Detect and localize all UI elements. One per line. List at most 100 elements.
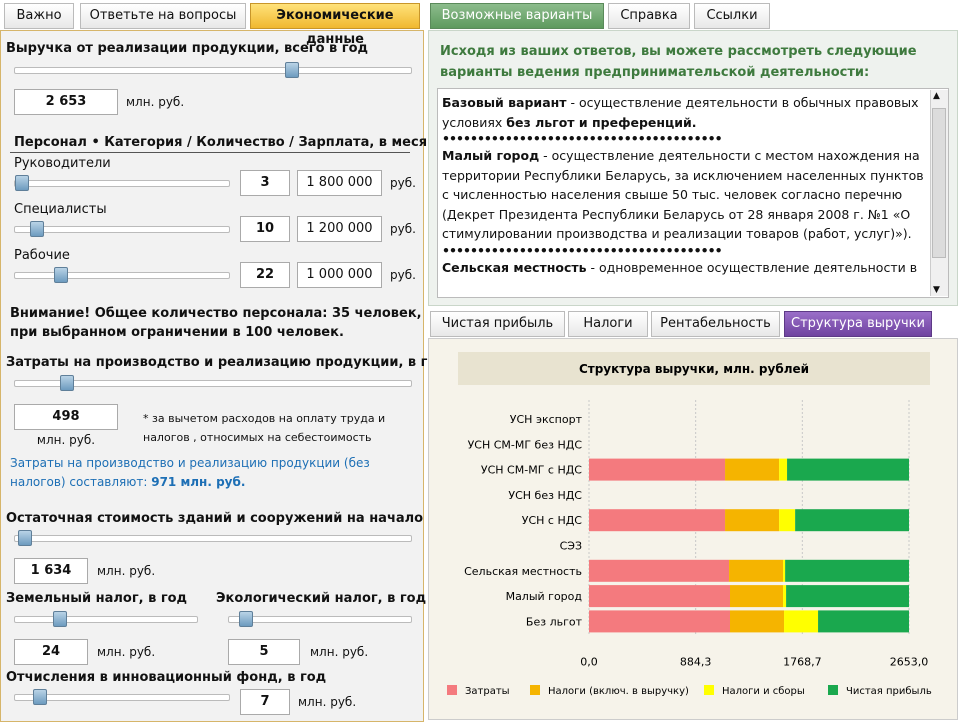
x-tick-label: 884,3: [680, 655, 712, 668]
unit: руб.: [390, 222, 416, 236]
input[interactable]: 5: [228, 639, 300, 665]
x-tick-label: 1768,7: [783, 655, 822, 668]
label: Рабочие: [14, 248, 70, 263]
unit: млн. руб.: [36, 433, 96, 447]
input[interactable]: 10: [240, 216, 290, 242]
intro: Исходя из ваших ответов, вы можете рассм…: [440, 44, 917, 80]
bold-text: Малый город: [442, 148, 540, 163]
slider[interactable]: [14, 689, 230, 705]
tab[interactable]: Экономические данные: [250, 3, 420, 47]
bar-segment: [785, 559, 909, 582]
separator: ••••••••••••••••••••••••••••••••••••••••: [442, 132, 723, 146]
unit: руб.: [390, 176, 416, 190]
slider[interactable]: [14, 611, 198, 627]
bar-segment: [589, 458, 726, 481]
paragraph: Базовый вариант - осуществление деятельн…: [442, 93, 928, 132]
tab[interactable]: Возможные варианты: [430, 3, 604, 29]
input[interactable]: 7: [240, 689, 290, 715]
tab[interactable]: Важно: [4, 3, 74, 29]
paragraph: Малый город - осуществление деятельности…: [442, 146, 928, 244]
label: Земельный налог, в год: [6, 591, 188, 606]
paragraph: Сельская местность - одновременное осуще…: [442, 258, 928, 278]
separator: ••••••••••••••••••••••••••••••••••••••••: [442, 243, 723, 258]
label: Экологический налог, в год: [216, 591, 427, 606]
summary-text: Затраты на производство и реализацию про…: [10, 456, 370, 489]
input[interactable]: 3: [240, 170, 290, 196]
bar-segment: [779, 458, 788, 481]
bar-segment: [589, 610, 731, 633]
unit: млн. руб.: [310, 645, 369, 659]
input[interactable]: 1 200 000: [297, 216, 382, 242]
tab[interactable]: Налоги: [568, 311, 648, 337]
bar-segment: [589, 585, 731, 608]
label: Выручка от реализации продукции, всего в…: [6, 41, 369, 56]
warning: при выбранном ограничении в 100 человек.: [10, 325, 344, 340]
variants-text: Базовый вариант - осуществление деятельн…: [442, 93, 928, 295]
slider[interactable]: [14, 62, 412, 78]
bar-segment: [783, 585, 787, 608]
y-tick-label: Малый город: [506, 590, 583, 603]
slider[interactable]: [14, 530, 412, 546]
bar-segment: [589, 509, 726, 532]
slider[interactable]: [14, 221, 230, 237]
bar-segment: [783, 559, 786, 582]
slider-thumb[interactable]: [54, 267, 68, 283]
slider[interactable]: [14, 267, 230, 283]
unit: млн. руб.: [126, 95, 185, 109]
bar-segment: [795, 509, 909, 532]
input[interactable]: 22: [240, 262, 290, 288]
label: Специалисты: [14, 202, 107, 217]
title-box: [458, 352, 930, 385]
bar-segment: [779, 509, 796, 532]
slider-thumb[interactable]: [15, 175, 29, 191]
tab[interactable]: Ссылки: [694, 3, 770, 29]
bar-segment: [725, 509, 780, 532]
slider-thumb[interactable]: [30, 221, 44, 237]
scrollbar[interactable]: ▲ ▼: [930, 90, 948, 296]
bold-text: Сельская местность: [442, 259, 587, 275]
section-header: Персонал • Категория / Количество / Зарп…: [14, 135, 437, 150]
x-tick-label: 0,0: [580, 655, 598, 668]
slider[interactable]: [228, 611, 412, 627]
tab[interactable]: Справка: [608, 3, 690, 29]
bold-text: Базовый вариант: [442, 95, 567, 110]
text: - одновременное осуществление деятельнос…: [586, 259, 918, 275]
input[interactable]: 2 653: [14, 89, 118, 115]
tab[interactable]: Чистая прибыль: [430, 311, 565, 337]
legend-label: Налоги (включ. в выручку): [548, 686, 689, 697]
slider[interactable]: [14, 375, 412, 391]
y-tick-label: УСН с НДС: [522, 514, 583, 527]
input[interactable]: 1 634: [14, 558, 88, 584]
input[interactable]: 1 800 000: [297, 170, 382, 196]
tab[interactable]: Структура выручки: [784, 311, 932, 337]
summary: Затраты на производство и реализацию про…: [10, 454, 405, 492]
unit: млн. руб.: [97, 645, 156, 659]
legend-label: Налоги и сборы: [722, 686, 805, 697]
tab[interactable]: Ответьте на вопросы: [80, 3, 246, 29]
summary-value: 971 млн. руб.: [151, 475, 246, 489]
scroll-box: [437, 88, 949, 298]
unit: руб.: [390, 268, 416, 282]
bar-segment: [730, 585, 784, 608]
label: Руководители: [14, 156, 111, 171]
text: - осуществление деятельности в обычных п…: [442, 95, 919, 130]
bar-segment: [784, 610, 819, 633]
label: Затраты на производство и реализацию про…: [6, 355, 454, 370]
tab[interactable]: Рентабельность: [651, 311, 780, 337]
slider[interactable]: [14, 175, 230, 191]
label: Остаточная стоимость зданий и сооружений…: [6, 511, 463, 526]
divider: [10, 152, 410, 153]
input[interactable]: 498: [14, 404, 118, 430]
note: * за вычетом расходов на оплату труда и …: [143, 412, 386, 444]
bar-segment: [786, 585, 909, 608]
y-tick-label: УСН экспорт: [510, 413, 583, 426]
input[interactable]: 24: [14, 639, 88, 665]
y-tick-label: УСН СМ-МГ без НДС: [468, 438, 583, 451]
bar-segment: [818, 610, 909, 633]
y-tick-label: Без льгот: [526, 615, 583, 628]
input[interactable]: 1 000 000: [297, 262, 382, 288]
bold-text: без льгот и преференций.: [506, 114, 697, 130]
bar-segment: [725, 458, 780, 481]
y-tick-label: СЭЗ: [560, 540, 582, 553]
